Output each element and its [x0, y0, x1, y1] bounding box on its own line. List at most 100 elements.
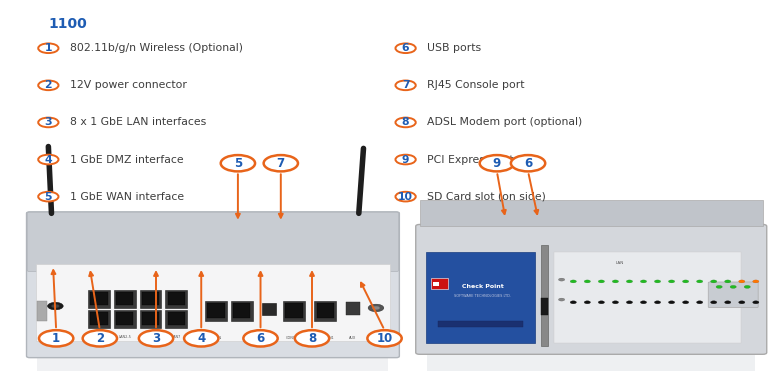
Text: 802.11b/g/n Wireless (Optional): 802.11b/g/n Wireless (Optional) — [70, 43, 243, 53]
FancyBboxPatch shape — [314, 301, 336, 321]
Polygon shape — [427, 353, 755, 371]
Text: 8 x 1 GbE LAN interfaces: 8 x 1 GbE LAN interfaces — [70, 118, 207, 127]
FancyBboxPatch shape — [114, 290, 136, 308]
Circle shape — [682, 280, 689, 283]
Text: 8: 8 — [402, 118, 410, 127]
Circle shape — [38, 118, 58, 127]
Circle shape — [395, 81, 416, 90]
FancyBboxPatch shape — [416, 224, 767, 354]
Text: Check Point: Check Point — [462, 284, 504, 289]
FancyBboxPatch shape — [285, 303, 303, 318]
Circle shape — [668, 280, 675, 283]
Circle shape — [716, 285, 722, 288]
Circle shape — [295, 330, 329, 347]
Text: 7: 7 — [402, 81, 410, 90]
Circle shape — [626, 301, 633, 304]
Text: 5: 5 — [234, 157, 242, 170]
FancyBboxPatch shape — [541, 245, 548, 346]
Circle shape — [558, 278, 565, 281]
Circle shape — [612, 280, 619, 283]
FancyBboxPatch shape — [541, 298, 548, 315]
Circle shape — [395, 118, 416, 127]
Text: SD Card slot (on side): SD Card slot (on side) — [427, 192, 546, 201]
Circle shape — [395, 155, 416, 164]
Circle shape — [39, 330, 73, 347]
FancyBboxPatch shape — [262, 303, 276, 315]
Circle shape — [584, 301, 590, 304]
Text: 3: 3 — [44, 118, 52, 127]
Circle shape — [395, 43, 416, 53]
Circle shape — [697, 301, 703, 304]
FancyBboxPatch shape — [27, 212, 399, 358]
FancyBboxPatch shape — [90, 312, 108, 325]
Text: 6: 6 — [402, 43, 410, 53]
FancyBboxPatch shape — [37, 356, 388, 371]
Circle shape — [221, 155, 255, 171]
Circle shape — [753, 280, 759, 283]
Circle shape — [697, 280, 703, 283]
Circle shape — [139, 330, 173, 347]
Text: LAN: LAN — [615, 262, 623, 265]
FancyBboxPatch shape — [90, 292, 108, 305]
Text: 1100: 1100 — [48, 17, 87, 31]
Circle shape — [184, 330, 218, 347]
FancyBboxPatch shape — [233, 303, 250, 318]
Circle shape — [480, 155, 514, 171]
Text: 5: 5 — [44, 192, 52, 201]
Circle shape — [682, 301, 689, 304]
Circle shape — [51, 304, 59, 308]
Circle shape — [38, 155, 58, 164]
Circle shape — [626, 280, 633, 283]
FancyBboxPatch shape — [554, 252, 741, 343]
FancyBboxPatch shape — [426, 252, 535, 343]
Text: 9: 9 — [402, 155, 410, 164]
Text: USB: USB — [265, 336, 273, 340]
FancyBboxPatch shape — [88, 290, 110, 308]
Circle shape — [83, 330, 117, 347]
Text: ADSL Modem port (optional): ADSL Modem port (optional) — [427, 118, 583, 127]
Circle shape — [640, 301, 647, 304]
FancyBboxPatch shape — [231, 301, 253, 321]
Circle shape — [668, 301, 675, 304]
Circle shape — [243, 330, 278, 347]
Text: PCI Express slot: PCI Express slot — [427, 155, 514, 164]
Circle shape — [654, 301, 661, 304]
Text: 1: 1 — [44, 43, 52, 53]
Circle shape — [38, 43, 58, 53]
Circle shape — [753, 301, 759, 304]
Circle shape — [558, 298, 565, 301]
Circle shape — [38, 81, 58, 90]
Circle shape — [711, 280, 717, 283]
Circle shape — [725, 301, 731, 304]
Text: 3: 3 — [152, 332, 160, 345]
Circle shape — [395, 192, 416, 201]
Circle shape — [584, 280, 590, 283]
Circle shape — [654, 280, 661, 283]
FancyBboxPatch shape — [207, 303, 225, 318]
Text: 4: 4 — [197, 332, 205, 345]
FancyBboxPatch shape — [116, 312, 133, 325]
Text: SOFTWARE TECHNOLOGIES LTD.: SOFTWARE TECHNOLOGIES LTD. — [454, 294, 511, 298]
FancyBboxPatch shape — [431, 278, 448, 289]
FancyBboxPatch shape — [205, 301, 227, 321]
FancyBboxPatch shape — [140, 290, 161, 308]
Circle shape — [739, 301, 745, 304]
Polygon shape — [420, 200, 763, 226]
Circle shape — [612, 301, 619, 304]
Text: 9: 9 — [493, 157, 501, 170]
FancyBboxPatch shape — [114, 310, 136, 328]
FancyBboxPatch shape — [165, 310, 187, 328]
Text: 6: 6 — [257, 332, 264, 345]
FancyBboxPatch shape — [317, 303, 334, 318]
FancyBboxPatch shape — [168, 312, 185, 325]
Circle shape — [725, 280, 731, 283]
Text: 10: 10 — [377, 332, 392, 345]
FancyBboxPatch shape — [433, 282, 439, 286]
FancyBboxPatch shape — [88, 310, 110, 328]
Text: LAN2-5: LAN2-5 — [119, 335, 131, 339]
Circle shape — [598, 301, 604, 304]
Circle shape — [739, 280, 745, 283]
Text: 1 GbE DMZ interface: 1 GbE DMZ interface — [70, 155, 184, 164]
Circle shape — [372, 306, 380, 310]
Text: AUX: AUX — [349, 336, 356, 340]
